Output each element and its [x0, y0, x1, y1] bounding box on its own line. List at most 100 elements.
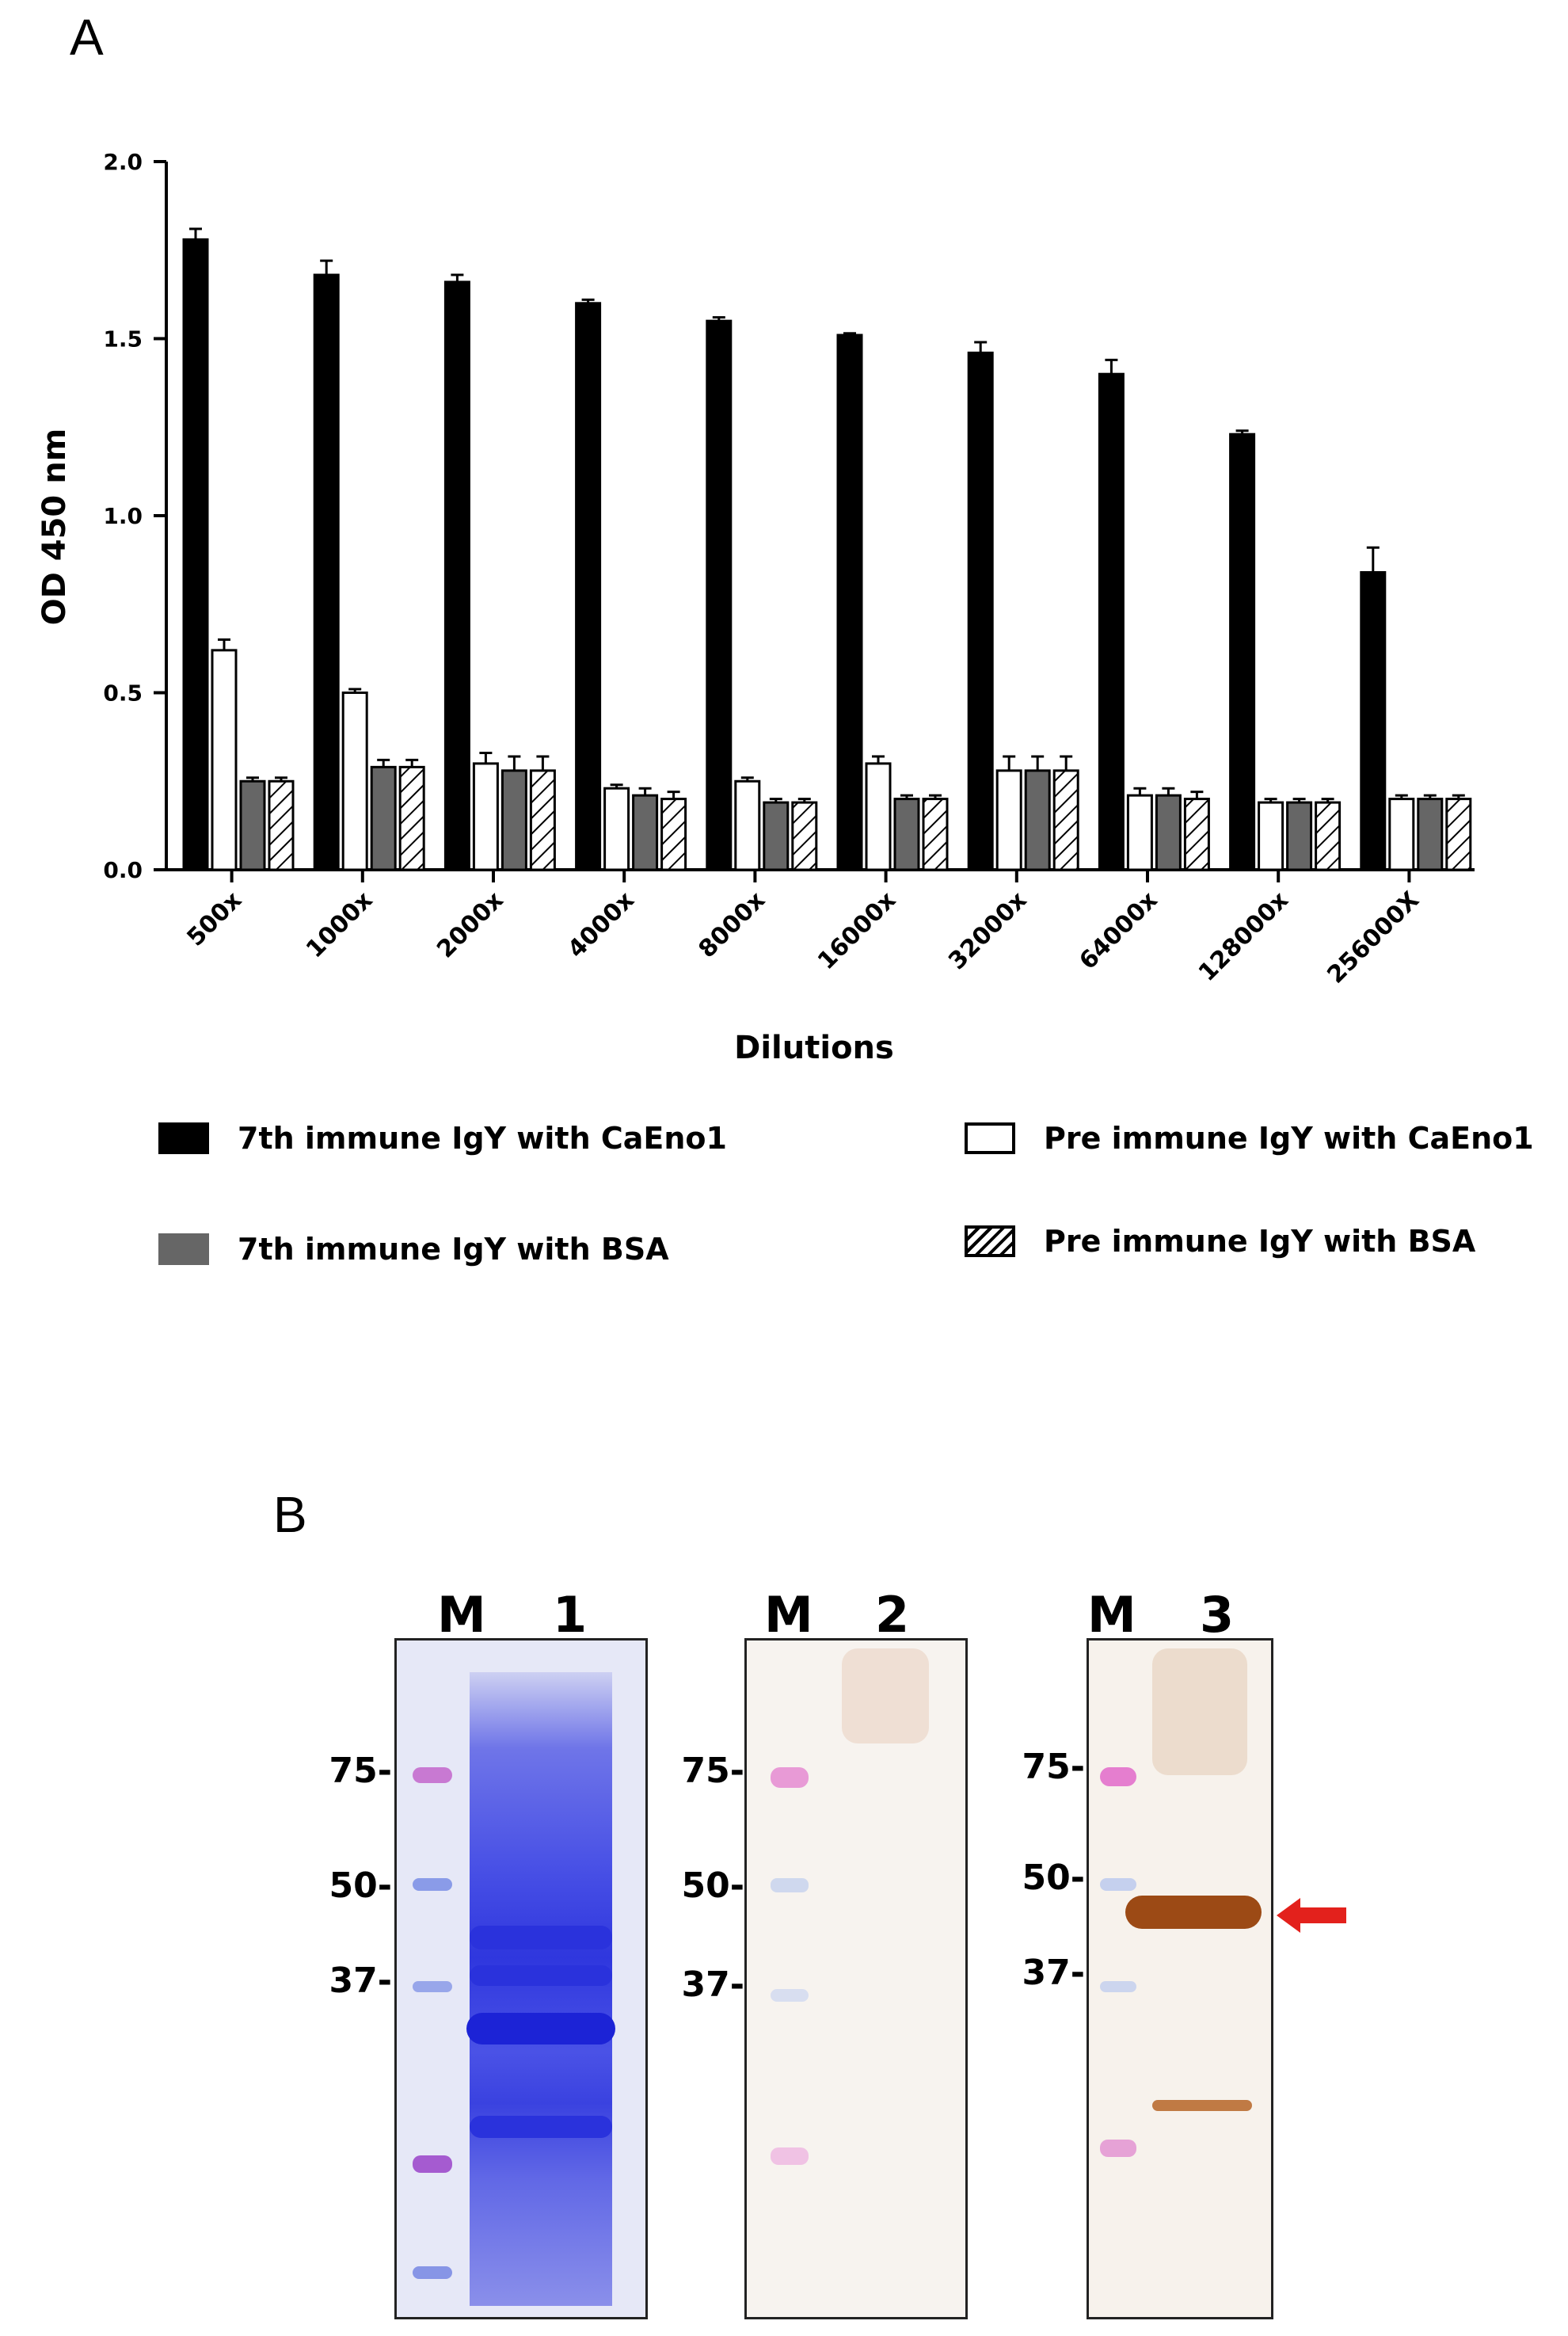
marker-band-pink — [1100, 1767, 1136, 1786]
series-caeno1-pre-bar — [1388, 798, 1415, 871]
series-caeno1-pre-bar — [472, 762, 499, 871]
series-caeno1-pre-bar — [211, 649, 238, 871]
caeno1-band — [1125, 1896, 1262, 1929]
series-caeno1-immune-bar — [1098, 372, 1125, 871]
legend-swatch-gray — [158, 1233, 209, 1265]
series-caeno1-pre-bar — [995, 769, 1022, 871]
gel1-marker-50: 50- — [329, 1865, 393, 1906]
series-bsa-immune-bar — [239, 779, 266, 871]
bar-chart: 0.0 0.5 1.0 1.5 2.0 500x 1000x 2000x 4000x 8000x… — [36, 149, 1475, 1066]
y-tick-label: 1.5 — [103, 326, 143, 352]
series-bsa-immune-bar — [500, 769, 527, 871]
gel3-marker-50: 50- — [1022, 1858, 1086, 1898]
coomassie-lane-smear — [470, 1672, 612, 2306]
legend-swatch-white — [965, 1122, 1015, 1154]
marker-band-pink — [771, 1767, 809, 1788]
series-caeno1-immune-bar — [575, 302, 602, 871]
marker-band-blue — [413, 2266, 452, 2279]
x-tick-label: 4000x — [562, 886, 639, 963]
series-caeno1-pre-bar — [1126, 794, 1153, 871]
series-caeno1-pre-bar — [1258, 801, 1284, 871]
legend-swatch-hatched — [965, 1225, 1015, 1257]
gel1-lane-1: 1 — [553, 1586, 588, 1644]
legend-item-pre-bsa: Pre immune IgY with BSA — [965, 1224, 1475, 1259]
y-tick-label: 0.5 — [103, 680, 143, 707]
y-tick-label: 1.0 — [103, 503, 143, 529]
series-caeno1-pre-bar — [865, 762, 892, 871]
y-tick-label: 0.0 — [103, 857, 143, 883]
series-caeno1-pre-bar — [341, 692, 368, 871]
series-bsa-pre-bar — [398, 765, 425, 871]
series-caeno1-immune-bar — [182, 238, 209, 871]
series-caeno1-immune-bar — [967, 351, 994, 871]
gel2-lane-m: M — [764, 1586, 813, 1644]
gel3-lane-3: 3 — [1200, 1586, 1235, 1644]
x-tick-label: 128000x — [1193, 886, 1294, 987]
series-bsa-immune-bar — [632, 794, 659, 871]
series-bsa-pre-bar — [529, 769, 556, 871]
series-bsa-pre-bar — [660, 798, 687, 871]
gel2-marker-37: 37- — [681, 1964, 745, 2005]
series-caeno1-immune-bar — [443, 280, 470, 871]
legend-label: 7th immune IgY with BSA — [238, 1232, 669, 1267]
series-bsa-pre-bar — [1445, 798, 1472, 871]
x-tick-label: 1000x — [301, 886, 378, 963]
gel1-marker-37: 37- — [329, 1961, 393, 2001]
x-tick-label: 8000x — [694, 886, 771, 963]
gel-coomassie — [394, 1638, 648, 2319]
red-arrow-icon — [1277, 1898, 1346, 1933]
series-bsa-immune-bar — [1155, 794, 1182, 871]
x-tick-label: 500x — [182, 886, 248, 952]
marker-band-blue — [1100, 1878, 1136, 1891]
legend-label: 7th immune IgY with CaEno1 — [238, 1121, 727, 1156]
gel3-lane-m: M — [1087, 1586, 1136, 1644]
panel-label-a: A — [70, 9, 104, 66]
gel1-lane-m: M — [437, 1586, 486, 1644]
series-bsa-immune-bar — [1024, 769, 1051, 871]
series-bsa-pre-bar — [268, 779, 295, 871]
gel1-marker-75: 75- — [329, 1751, 393, 1791]
gel-western-immune — [1087, 1638, 1273, 2319]
series-caeno1-immune-bar — [1229, 433, 1256, 871]
y-axis: 0.0 0.5 1.0 1.5 2.0 — [103, 149, 168, 883]
series-caeno1-pre-bar — [734, 779, 761, 871]
marker-band-blue — [1100, 1981, 1136, 1992]
coomassie-major-band — [466, 2013, 615, 2044]
legend-item-7th-caeno1: 7th immune IgY with CaEno1 — [158, 1121, 727, 1156]
legend-label: Pre immune IgY with CaEno1 — [1044, 1121, 1534, 1156]
series-bsa-immune-bar — [1417, 798, 1444, 871]
marker-band-pink — [413, 2155, 452, 2173]
y-axis-title: OD 450 nm — [36, 429, 73, 626]
coomassie-band — [470, 1926, 612, 1949]
marker-band-pink — [771, 2147, 809, 2165]
legend-item-pre-caeno1: Pre immune IgY with CaEno1 — [965, 1121, 1534, 1156]
marker-band-blue — [413, 1981, 452, 1992]
gel2-marker-75: 75- — [681, 1751, 745, 1791]
series-caeno1-immune-bar — [836, 333, 863, 871]
bars — [182, 227, 1472, 871]
series-caeno1-immune-bar — [1360, 571, 1387, 871]
legend-swatch-black — [158, 1122, 209, 1154]
series-bsa-pre-bar — [791, 801, 818, 871]
x-tick-label: 256000X — [1322, 886, 1425, 989]
lower-band — [1152, 2100, 1252, 2111]
coomassie-band — [470, 1965, 612, 1986]
x-tick-label: 16000x — [813, 886, 901, 975]
coomassie-band — [470, 2116, 612, 2138]
x-tick-label: 2000x — [432, 886, 508, 963]
x-tick-label: 32000x — [943, 886, 1032, 975]
series-bsa-pre-bar — [922, 798, 949, 871]
series-caeno1-immune-bar — [706, 319, 733, 871]
legend-label: Pre immune IgY with BSA — [1044, 1224, 1476, 1259]
marker-band-blue — [771, 1989, 809, 2002]
gel-western-pre-immune — [744, 1638, 968, 2319]
marker-band-pink — [1100, 2140, 1136, 2157]
series-bsa-immune-bar — [370, 765, 397, 871]
x-axis: 500x 1000x 2000x 4000x 8000x 16000x 32000x 6400… — [166, 868, 1475, 989]
series-bsa-immune-bar — [893, 798, 920, 871]
lane-smear-faint — [842, 1648, 929, 1743]
series-bsa-pre-bar — [1183, 798, 1210, 871]
series-bsa-immune-bar — [763, 801, 790, 871]
marker-band-blue — [413, 1878, 452, 1891]
gel2-lane-2: 2 — [875, 1586, 910, 1644]
